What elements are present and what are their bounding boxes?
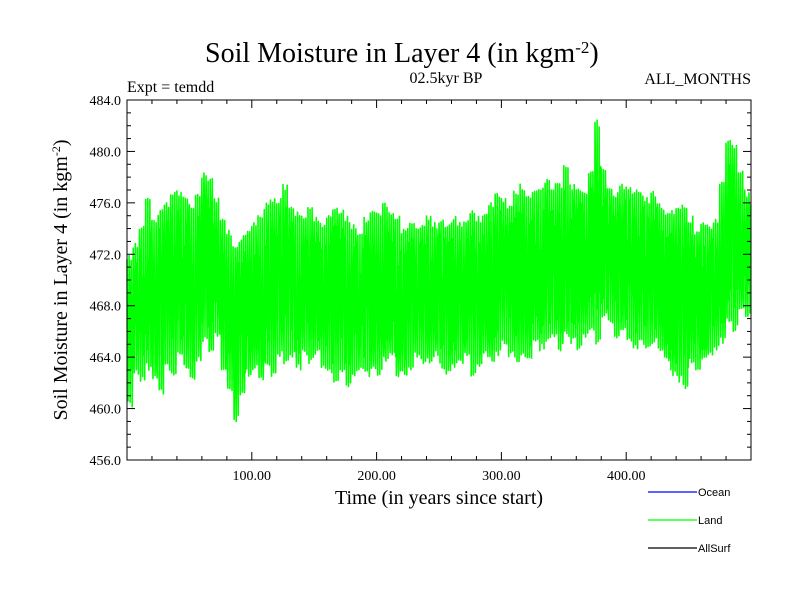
chart-title: Soil Moisture in Layer 4 (in kgm-2) — [205, 38, 599, 70]
y-tick-label: 484.0 — [90, 94, 122, 109]
y-tick-label: 480.0 — [90, 145, 122, 160]
y-tick-label: 456.0 — [90, 454, 122, 469]
y-tick-label: 476.0 — [90, 197, 122, 212]
y-tick-label: 460.0 — [90, 403, 122, 418]
x-tick-label: 200.00 — [357, 469, 396, 484]
legend-label-ocean: Ocean — [698, 487, 730, 499]
legend: Ocean Land AllSurf — [648, 487, 731, 555]
y-tick-label: 472.0 — [90, 248, 122, 263]
x-tick-label: 400.00 — [607, 469, 646, 484]
y-tick-label: 468.0 — [90, 300, 122, 315]
y-tick-label: 464.0 — [90, 351, 122, 366]
data-layer — [126, 119, 752, 423]
legend-label-land: Land — [698, 515, 722, 527]
x-axis-label: Time (in years since start) — [335, 487, 543, 509]
series-line-land — [126, 119, 752, 423]
subtitle-right: ALL_MONTHS — [644, 71, 751, 88]
subtitle-center: 02.5kyr BP — [410, 70, 483, 87]
x-tick-label: 100.00 — [233, 469, 272, 484]
legend-label-allsurf: AllSurf — [698, 543, 731, 555]
y-axis-label: Soil Moisture in Layer 4 (in kgm-2) — [49, 139, 72, 420]
x-tick-label: 300.00 — [482, 469, 521, 484]
tick-layer: 456.0 460.0 464.0 468.0 472.0 476.0 480.0 484.0… — [90, 94, 751, 484]
subtitle-left: Expt = temdd — [127, 79, 214, 96]
